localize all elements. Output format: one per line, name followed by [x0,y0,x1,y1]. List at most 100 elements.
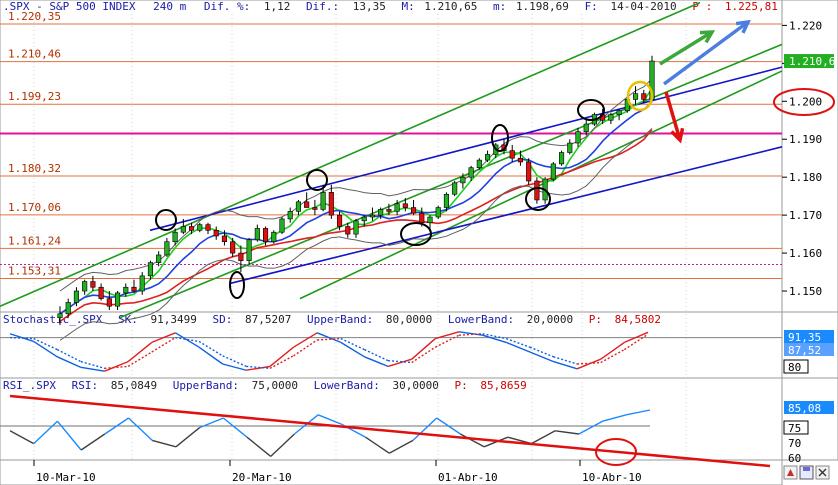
rsi-segment [56,420,82,451]
candle-body [213,230,219,237]
levels-layer: 1.220,35 1.210,46 1.199,23 1.180,32 1.170,06… [0,10,782,279]
rsi-tick-label: 70 [788,437,801,450]
rsi-lower-value: 30,0000 [393,379,439,392]
candle-body [82,281,88,292]
x-tick-label: 20-Mar-10 [232,471,292,484]
candle-body [65,302,71,315]
candle-body [452,182,458,195]
stoch-sk-segment [33,340,58,358]
channel-blue-lower [229,146,783,285]
channel-green-lower [299,70,783,300]
stoch-badge-sk [784,330,834,343]
candle-body [402,203,408,208]
price-axis-main [781,0,838,313]
y-tick-label: 1.160 [789,247,822,260]
candle-body [73,290,80,303]
annotation-ellipse [400,222,432,246]
main-panel-frame [0,0,783,313]
annotation-ellipse-yellow [626,80,654,112]
rsi-segment [412,417,438,441]
stoch-header: Stochastic_.SPX SK: 91,3499 SD: 87,5207 … [3,308,661,327]
stoch-sk-segment [387,358,412,368]
stoch-sk-segment [80,366,105,372]
stoch-sk-segment [9,333,34,343]
stoch-sd-label: SD: [213,313,233,326]
candle-body [180,226,186,233]
header-interval: 240 m [153,0,186,13]
close-icon[interactable] [815,465,830,480]
candle-body [106,298,112,307]
candle-body [172,231,178,242]
candle-body [131,286,137,292]
stoch-sd-segment [127,351,153,367]
stoch-sd-segment [80,360,105,369]
stoch-sd-segment [293,339,318,357]
stoch-sk-value: 91,3499 [151,313,197,326]
stoch-p-label: P: [589,313,602,326]
stoch-sd-segment [364,348,389,362]
rsi-tick-label: 60 [788,452,801,465]
candle-body [205,224,211,231]
rsi-rsi-label: RSI: [72,379,99,392]
rsi-segment [436,417,461,435]
rsi-segment [246,436,272,457]
candle-body [468,167,474,178]
y-tick-label: 1.180 [789,171,822,184]
candle-body [114,292,121,307]
y-tick-label: 1.220 [789,19,822,32]
candle-body [419,212,425,224]
stoch-sk-segment [553,360,578,370]
candle-body [484,154,491,161]
save-icon[interactable] [799,465,814,480]
header-max-value: 1.210,65 [424,0,477,13]
stoch-panel-frame [0,311,783,379]
settings-icon[interactable] [783,465,798,480]
stoch-sd-value: 87,5207 [245,313,291,326]
candle-body [460,176,466,184]
candle-body [517,157,524,163]
rsi-segment [555,430,579,435]
price-axis-red-ellipse [773,88,835,116]
level-label: 1.210,46 [8,48,61,61]
red-arrow-shaft [664,91,682,141]
stoch-sd-segment [222,355,247,368]
rsi-segment [104,417,129,435]
green-arrow-shaft [659,30,713,66]
level-label: 1.199,23 [8,90,61,103]
candle-body [632,93,639,100]
candle-body [410,207,417,214]
candle-body [353,220,359,235]
stoch-sk-segment [340,341,365,358]
header-min-label: m: [493,0,506,13]
rsi-p-label: P: [455,379,468,392]
candle-body [147,262,154,277]
annotation-ellipse [306,169,328,191]
header-max-label: M: [402,0,415,13]
rsi-p-value: 85,8659 [480,379,526,392]
candle-body [394,203,400,212]
rsi-badge [784,401,834,414]
y-tick-label: 1.200 [789,95,822,108]
level-label: 1.170,06 [8,201,61,214]
candle-body [361,216,367,222]
price-axis-rsi [781,377,838,461]
stoch-sd-segment [600,348,625,364]
stoch-sk-segment [505,341,531,353]
candle-body [221,235,228,242]
candle-body [271,231,277,242]
header-date-value: 14-04-2010 [610,0,676,13]
candle-body [369,214,376,218]
annotation-ellipse [577,99,605,121]
candle-body [345,226,351,235]
y-tick-label: 1.190 [789,133,822,146]
rsi-layer: 85,08 75 70 60 [0,394,834,468]
stoch-sd-segment [151,337,176,353]
header-dif-label: Dif.: [306,0,339,13]
candle-body [558,152,565,165]
y-tick-label: 1.150 [789,285,822,298]
rsi-segment [626,409,651,416]
stoch-sk-segment [458,331,483,336]
rsi-segment [128,417,153,441]
candle-body [295,201,302,212]
